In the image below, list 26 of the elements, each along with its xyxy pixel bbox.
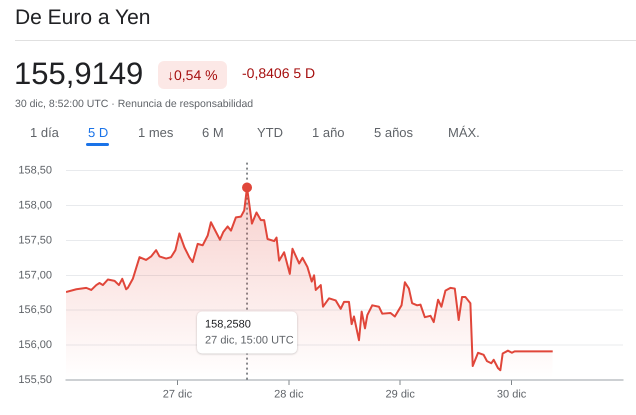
y-tick-label: 157,50 <box>18 234 52 246</box>
y-tick-label: 158,50 <box>18 164 52 177</box>
y-tick-label: 156,50 <box>18 304 52 316</box>
x-tick-label: 30 dic <box>496 388 527 401</box>
text: 1 mes <box>138 125 174 140</box>
text: YTD <box>257 125 283 140</box>
text: 1 año <box>312 125 345 140</box>
annotation: 158,2580 <box>205 318 251 331</box>
text: ↓0,54 % <box>158 61 227 89</box>
y-tick-label: 156,00 <box>18 339 52 352</box>
text: 155,9149 <box>14 56 144 92</box>
y-tick-label: 155,50 <box>18 374 52 386</box>
text: -0,8406 5 D <box>242 65 316 81</box>
x-tick-label: 28 dic <box>274 388 304 401</box>
text: 1 día <box>30 125 59 140</box>
text: 30 dic, 8:52:00 UTC · Renuncia de responsabilidad <box>15 98 254 110</box>
y-tick-label: 157,00 <box>18 269 52 282</box>
text: 5 D <box>88 125 108 140</box>
x-tick-label: 29 dic <box>386 388 416 401</box>
y-tick-label: 158,00 <box>18 200 52 212</box>
annotation: 27 dic, 15:00 UTC <box>205 334 294 347</box>
text: 5 años <box>374 125 414 140</box>
text: 6 M <box>202 125 224 140</box>
chart-title: De Euro a Yen <box>15 6 150 30</box>
text: MÁX. <box>448 125 480 140</box>
x-tick-label: 27 dic <box>162 388 193 401</box>
